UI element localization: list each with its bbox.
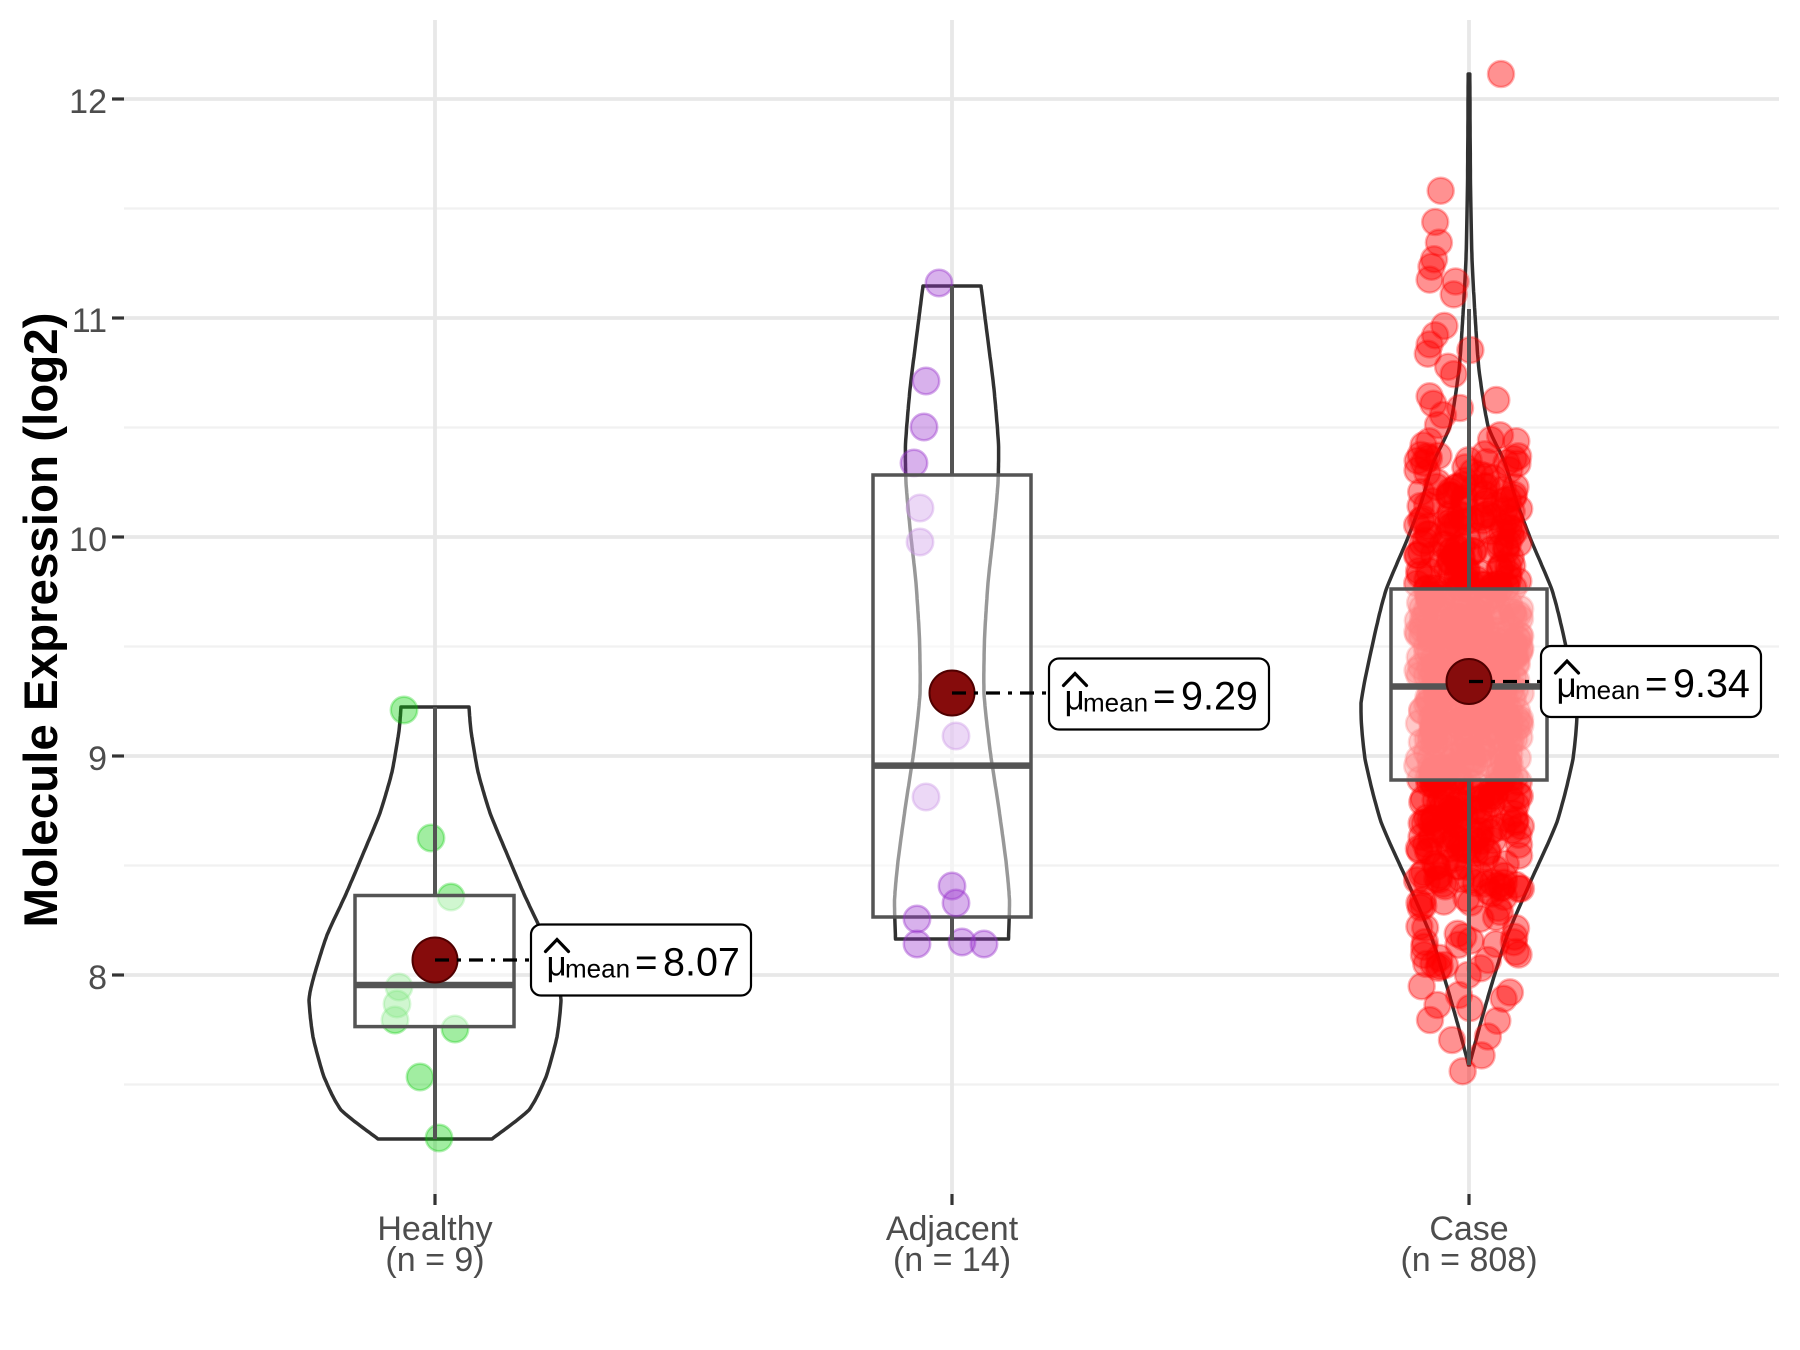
svg-text:9.29: 9.29 [1181,675,1258,719]
svg-text:(n = 14): (n = 14) [893,1241,1011,1279]
svg-text:Adjacent: Adjacent [886,1210,1019,1248]
svg-text:μ: μ [1557,666,1577,705]
svg-text:(n = 808): (n = 808) [1400,1241,1537,1279]
svg-text:11: 11 [72,302,107,340]
svg-text:=: = [1153,676,1175,719]
svg-text:10: 10 [69,521,107,559]
svg-text:8: 8 [88,959,107,997]
svg-text:9.34: 9.34 [1673,662,1750,706]
svg-text:Molecule Expression (log2): Molecule Expression (log2) [15,313,68,928]
svg-text:9: 9 [88,740,107,778]
svg-text:mean: mean [565,954,630,984]
svg-text:=: = [1645,663,1667,706]
svg-text:12: 12 [69,83,107,121]
svg-text:mean: mean [1575,675,1640,705]
svg-text:mean: mean [1083,688,1148,718]
svg-text:Case: Case [1429,1210,1508,1248]
svg-text:μ: μ [547,945,567,984]
svg-text:(n = 9): (n = 9) [385,1241,484,1279]
svg-text:8.07: 8.07 [663,941,740,985]
svg-text:μ: μ [1065,679,1085,718]
svg-text:Healthy: Healthy [377,1210,492,1248]
svg-text:=: = [635,942,657,985]
